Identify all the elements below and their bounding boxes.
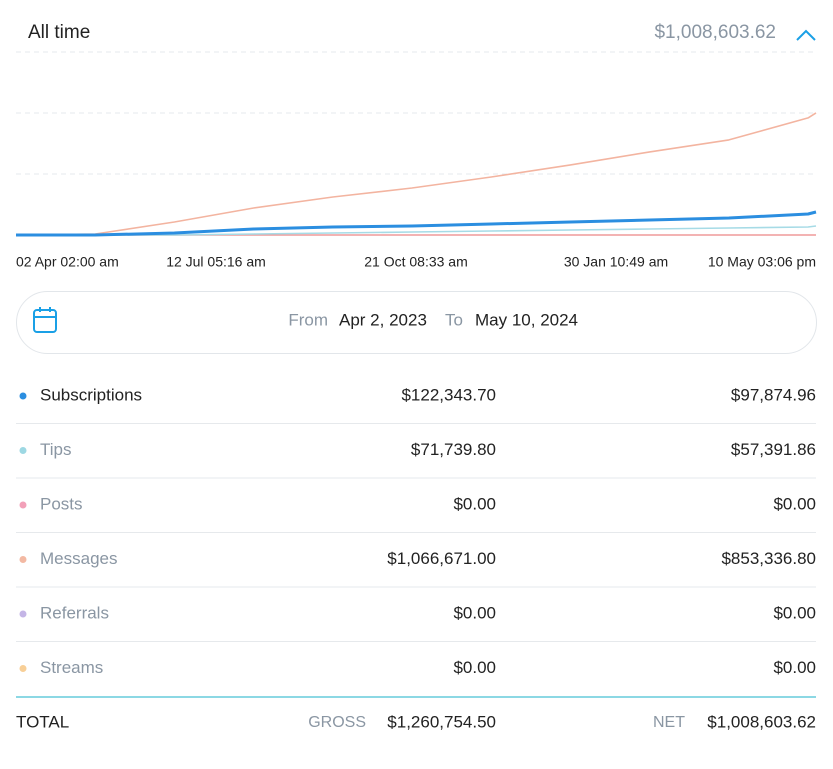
row-dot [19, 447, 27, 454]
total-label: TOTAL [16, 712, 69, 731]
row-name: Streams [40, 658, 103, 677]
to-label: To [445, 310, 463, 329]
x-tick-label: 21 Oct 08:33 am [364, 254, 468, 270]
row-dot [19, 665, 27, 672]
row-gross: $1,066,671.00 [387, 549, 496, 568]
series-line [16, 225, 817, 236]
period-total: $1,008,603.62 [654, 22, 776, 43]
row-name: Subscriptions [40, 385, 142, 404]
row-dot [19, 392, 27, 400]
row-net: $97,874.96 [731, 385, 816, 404]
total-net: $1,008,603.62 [707, 712, 816, 731]
series-line [16, 210, 817, 237]
x-tick-label: 12 Jul 05:16 am [166, 254, 266, 270]
collapse-toggle[interactable] [796, 29, 816, 41]
row-net: $57,391.86 [731, 440, 816, 459]
to-date: May 10, 2024 [475, 310, 578, 329]
series-line [15, 112, 817, 236]
row-gross: $0.00 [453, 658, 496, 677]
row-name: Referrals [40, 603, 109, 622]
row-name: Messages [40, 549, 117, 568]
from-label: From [288, 310, 328, 329]
row-dot [19, 610, 27, 618]
calendar-icon [33, 307, 57, 333]
total-gross: $1,260,754.50 [387, 712, 496, 731]
row-dot [19, 501, 27, 509]
net-label: NET [653, 714, 685, 731]
from-date: Apr 2, 2023 [339, 310, 427, 329]
x-tick-label: 10 May 03:06 pm [708, 254, 816, 270]
period-title: All time [28, 22, 90, 43]
x-tick-label: 30 Jan 10:49 am [564, 254, 668, 270]
x-tick-label: 02 Apr 02:00 am [16, 254, 119, 270]
row-net: $853,336.80 [721, 549, 816, 568]
row-gross: $122,343.70 [401, 385, 496, 404]
row-gross: $0.00 [453, 494, 496, 513]
date-range-picker[interactable] [16, 291, 817, 354]
gross-label: GROSS [308, 714, 366, 731]
row-name: Posts [40, 494, 83, 513]
row-gross: $71,739.80 [411, 440, 496, 459]
row-dot [19, 556, 27, 563]
row-net: $0.00 [773, 658, 816, 677]
row-net: $0.00 [773, 494, 816, 513]
row-gross: $0.00 [453, 603, 496, 622]
row-net: $0.00 [773, 603, 816, 622]
row-name: Tips [40, 440, 72, 459]
